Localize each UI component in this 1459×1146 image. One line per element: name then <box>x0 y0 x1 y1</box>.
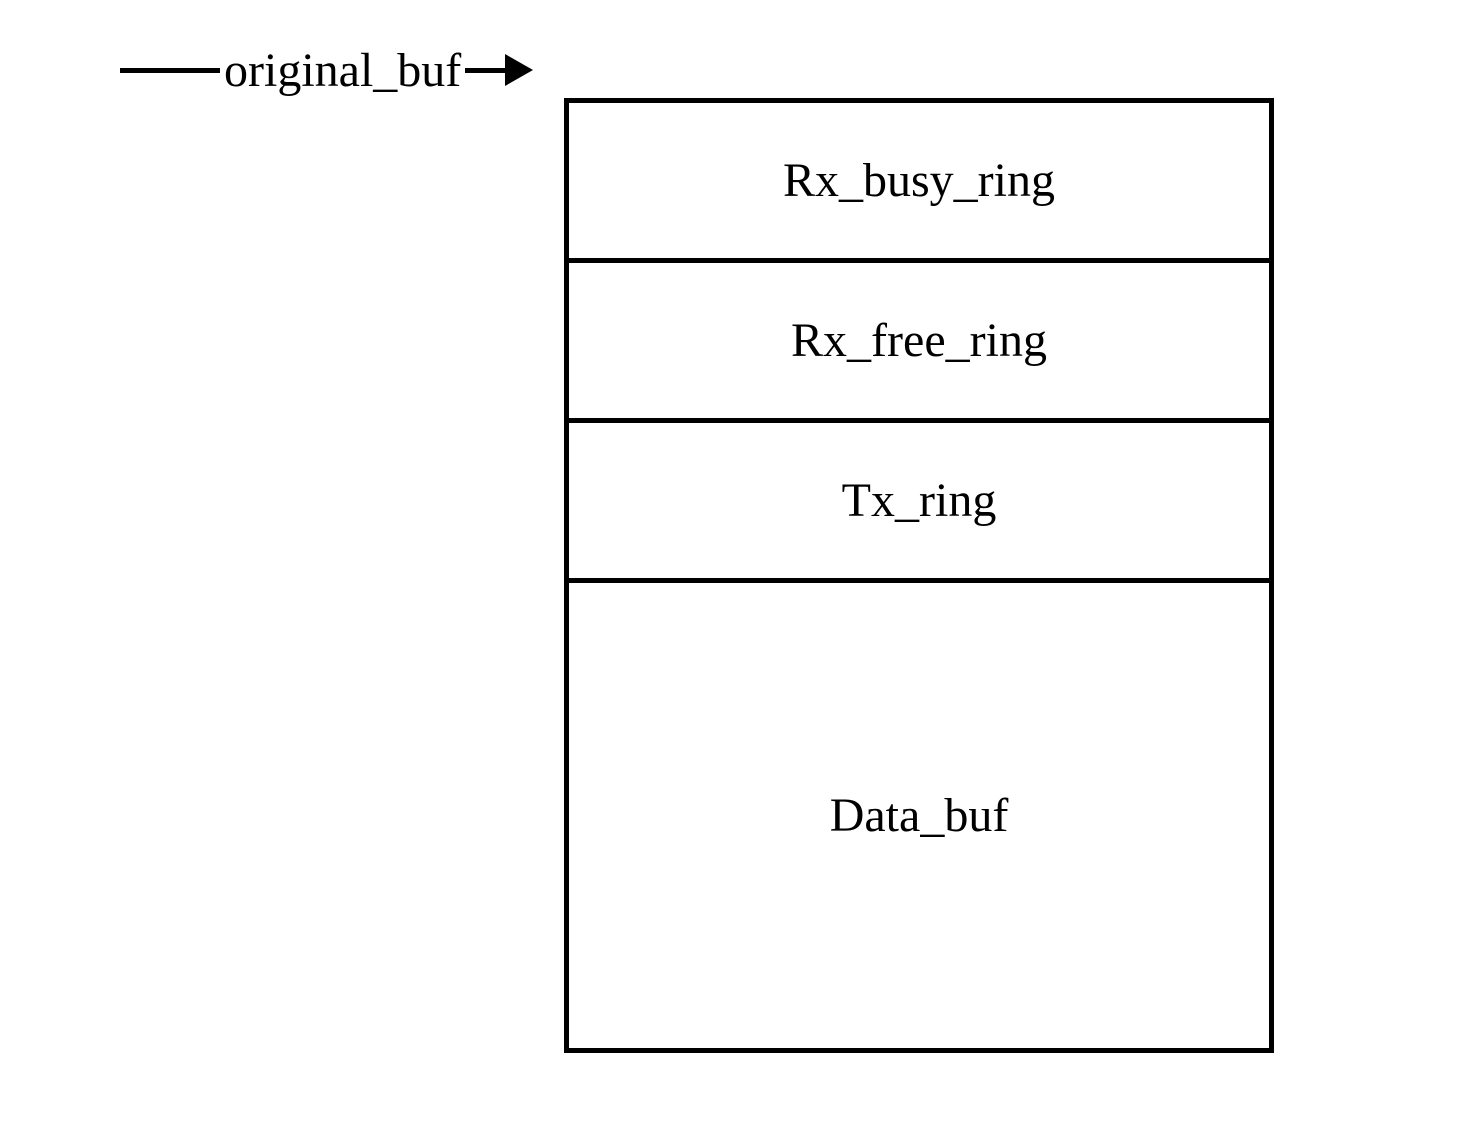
cell-rx-busy-ring: Rx_busy_ring <box>569 103 1269 263</box>
cell-rx-free-ring: Rx_free_ring <box>569 263 1269 423</box>
buffer-table: Rx_busy_ring Rx_free_ring Tx_ring Data_b… <box>564 98 1274 1053</box>
cell-label: Data_buf <box>830 788 1009 843</box>
cell-label: Rx_busy_ring <box>783 153 1055 208</box>
arrowhead-icon <box>505 54 533 86</box>
cell-label: Rx_free_ring <box>791 313 1047 368</box>
arrow-line-before <box>120 68 220 73</box>
memory-layout-diagram: original_buf Rx_busy_ring Rx_free_ring T… <box>120 40 533 100</box>
cell-data-buf: Data_buf <box>569 583 1269 1053</box>
arrow-line-after <box>465 68 505 73</box>
pointer-label: original_buf <box>220 43 465 98</box>
cell-tx-ring: Tx_ring <box>569 423 1269 583</box>
pointer-arrow: original_buf <box>120 40 533 100</box>
cell-label: Tx_ring <box>842 473 997 528</box>
